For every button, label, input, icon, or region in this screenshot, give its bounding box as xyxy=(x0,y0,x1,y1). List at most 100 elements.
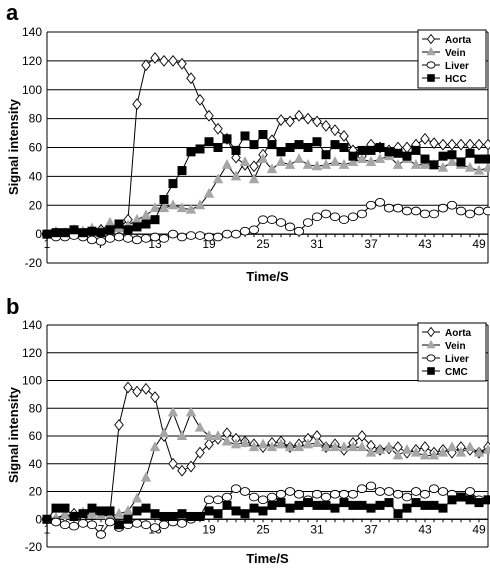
chart0-series-hcc-point xyxy=(357,145,367,155)
chart1-series-cmc-point xyxy=(159,511,169,521)
chart0-x-tick-label: 49 xyxy=(472,237,486,251)
chart0-legend-marker xyxy=(427,74,435,82)
chart0-series-hcc-point xyxy=(465,148,475,158)
chart0-series-aorta-point xyxy=(204,109,214,122)
chart0-series-liver-point xyxy=(338,215,350,225)
chart1-series-cmc-point xyxy=(69,511,79,521)
chart1-series-liver-point xyxy=(212,495,224,505)
chart1-series-liver-point xyxy=(86,520,98,530)
chart1-y-tick-label: 40 xyxy=(29,457,43,471)
chart1-series-liver-point xyxy=(77,519,89,528)
chart0-series-liver-point xyxy=(419,209,431,219)
chart1-series-cmc-point xyxy=(420,500,430,510)
chart1-series-liver-point xyxy=(104,517,116,527)
chart1-y-tick-label: 120 xyxy=(22,346,42,360)
chart1-series-liver-point xyxy=(248,492,260,502)
chart0-series-vein-point xyxy=(140,209,152,220)
chart1-series-cmc-point xyxy=(267,500,277,510)
chart0-series-hcc-point xyxy=(204,137,214,147)
chart1-series-liver-point xyxy=(293,489,305,499)
chart1-series-vein-point xyxy=(203,430,215,441)
chart0-series-liver-point xyxy=(185,231,197,240)
chart0-series-hcc-point xyxy=(159,194,169,204)
chart0-series-vein-point xyxy=(473,164,485,175)
chart1-y-tick-label: 140 xyxy=(22,318,42,332)
chart0-series-hcc-point xyxy=(123,225,133,235)
chart0-series-hcc-point xyxy=(213,143,223,153)
chart0-series-hcc-point xyxy=(69,225,79,235)
chart0-series-vein-point xyxy=(464,161,476,172)
chart1-series-liver-point xyxy=(275,489,287,499)
chart1-series-liver-point xyxy=(95,530,107,539)
chart0-series-liver-point xyxy=(266,215,278,225)
chart0-series-liver-point xyxy=(347,212,359,222)
chart0-series-vein-point xyxy=(446,156,458,166)
chart0-series-hcc-point xyxy=(348,151,358,161)
chart1-series-vein-point xyxy=(347,441,359,452)
chart1-series-cmc-point xyxy=(105,506,115,516)
chart0-series-liver-point xyxy=(482,206,490,216)
chart0-series-aorta-point xyxy=(195,93,205,106)
chart0-series-aorta-point xyxy=(159,54,169,67)
chart1-series-cmc-point xyxy=(60,503,70,513)
chart1-series-vein-point xyxy=(122,505,134,515)
chart1-series-vein-point xyxy=(428,449,440,460)
chart1-series-cmc-point xyxy=(276,498,286,508)
chart1-series-vein-point xyxy=(473,446,485,457)
chart0-series-hcc-point xyxy=(285,143,295,153)
chart0-series-liver-point xyxy=(221,229,233,239)
chart0-series-aorta-point xyxy=(186,72,196,85)
chart0-series-vein-point xyxy=(329,156,341,166)
chart0-series-vein-point xyxy=(392,158,404,169)
chart0-series-aorta-point xyxy=(330,124,340,137)
chart1-series-cmc-point xyxy=(330,503,340,513)
chart1-series-liver-point xyxy=(383,487,395,496)
chart0-series-hcc-point xyxy=(447,150,457,160)
chart1-series-vein-point xyxy=(365,446,377,457)
chart1-series-liver-point xyxy=(158,520,170,530)
chart1-series-cmc-point xyxy=(240,509,250,519)
chart0-series-vein-point xyxy=(284,158,296,169)
chart1-series-vein-point xyxy=(293,441,305,452)
chart1-series-liver-point xyxy=(428,484,440,494)
chart1-series-aorta-point xyxy=(204,438,214,451)
chart1-series-vein-point xyxy=(464,441,476,452)
chart0-series-hcc-point xyxy=(258,130,268,140)
chart0-series-vein-point xyxy=(212,173,224,184)
chart1-series-vein-point xyxy=(311,437,323,447)
chart0-legend-marker xyxy=(426,46,436,56)
chart1-series-liver-point xyxy=(329,489,341,499)
chart0-series-hcc-point xyxy=(42,229,52,239)
chart0-series-liver-point xyxy=(239,226,251,236)
chart1-x-tick-label: 31 xyxy=(310,522,324,536)
chart1-series-liver-point xyxy=(392,489,404,499)
chart1-series-cmc-point xyxy=(78,509,88,519)
chart0-series-vein-point xyxy=(131,213,143,224)
chart0-series-hcc-point xyxy=(195,144,205,154)
chart0-series-aorta-point xyxy=(465,138,475,151)
chart0-series-vein-point xyxy=(104,216,116,227)
chart0-series-vein-point xyxy=(293,153,305,164)
chart1-series-vein-point xyxy=(257,438,269,449)
chart0-series-aorta-point xyxy=(303,112,313,125)
chart0-series-hcc-point xyxy=(150,215,160,225)
chart1-series-cmc-point xyxy=(168,511,178,521)
chart1-series-vein-point xyxy=(302,438,314,449)
chart0-x-tick-label: 1 xyxy=(44,237,51,251)
chart1-y-tick-label: 60 xyxy=(29,429,43,443)
chart1-x-tick-label: 37 xyxy=(364,522,378,536)
chart0-series-hcc-point xyxy=(51,228,61,238)
chart1-series-vein-point xyxy=(356,441,368,452)
chart1-series-cmc-point xyxy=(177,509,187,519)
chart1-series-vein-point xyxy=(185,406,197,417)
chart0-series-vein-point xyxy=(221,158,233,169)
chart1-y-tick-label: 0 xyxy=(35,512,42,526)
chart1-series-cmc-point xyxy=(312,500,322,510)
chart1-series-vein-point xyxy=(266,441,278,452)
chart0-series-hcc-point xyxy=(78,228,88,238)
chart0-series-liver-point xyxy=(356,209,368,219)
chart0-series-vein-point xyxy=(239,156,251,166)
chart0-series-hcc-point xyxy=(294,140,304,150)
chart0-group: -200204060801001201401713192531374349Tim… xyxy=(6,25,490,284)
